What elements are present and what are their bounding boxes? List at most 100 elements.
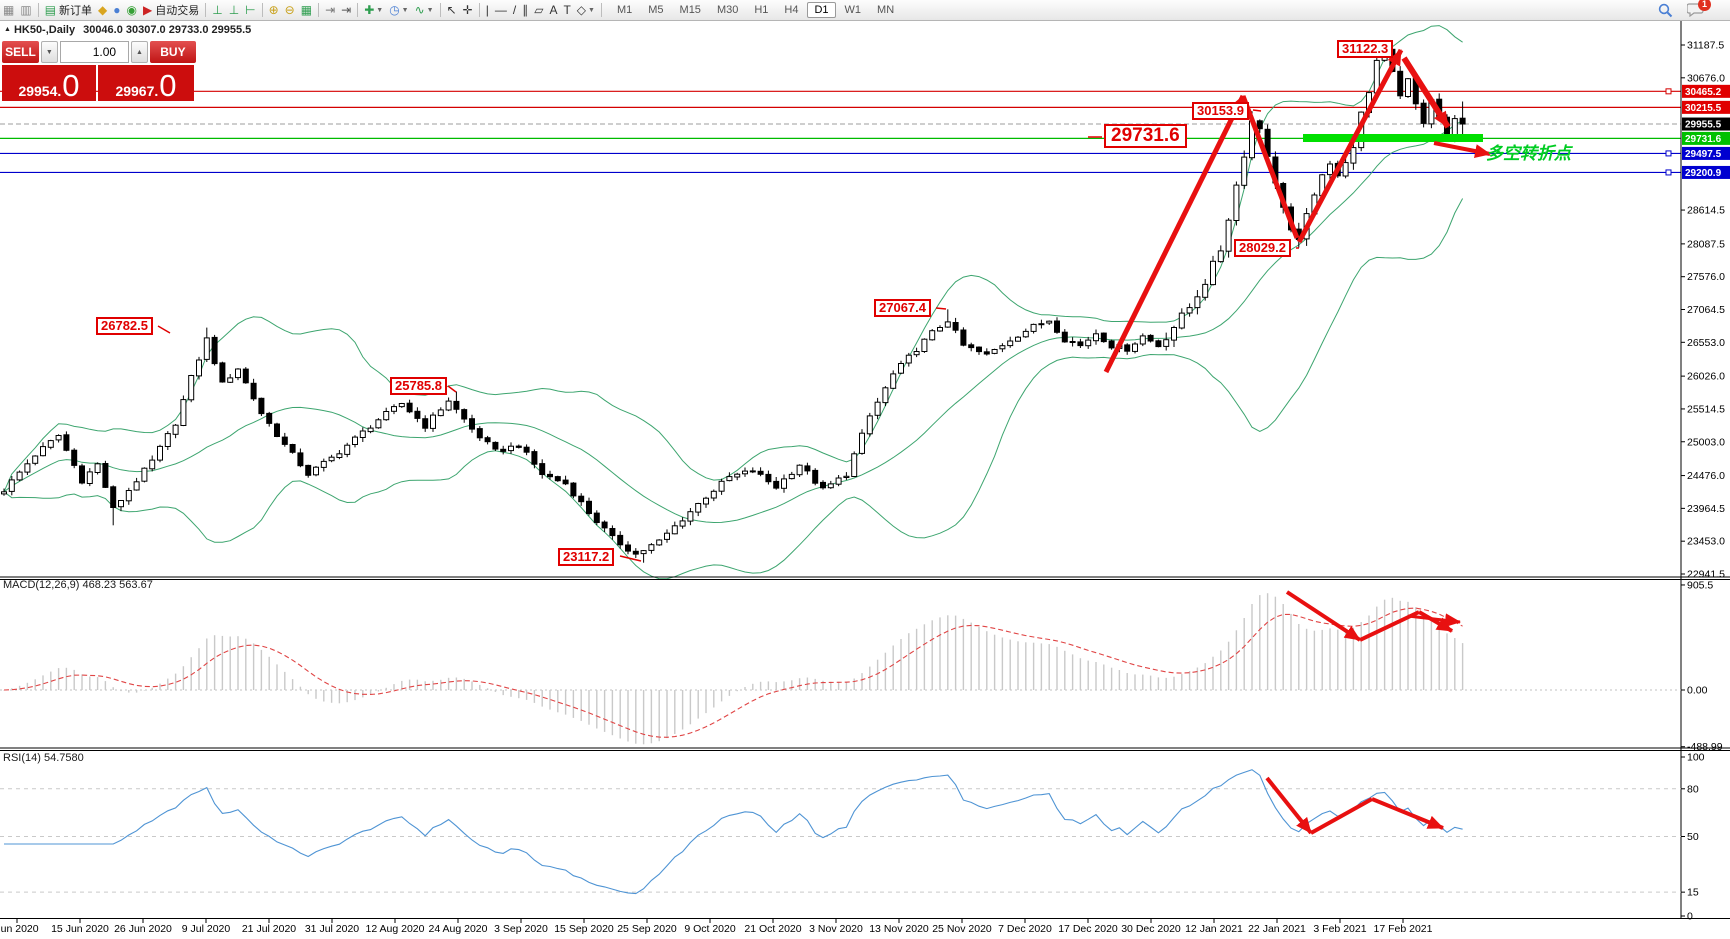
fibonacci-icon-button[interactable]: ∥ <box>519 1 531 19</box>
cursor-icon: ↖ <box>446 3 457 17</box>
price-callout[interactable]: 29731.6 <box>1104 124 1187 148</box>
accounts-icon: ● <box>113 3 121 17</box>
price-badge-29955.5 <box>1682 117 1730 131</box>
timeframe-m1[interactable]: M1 <box>616 4 633 16</box>
zoom-out-icon-button[interactable]: ⊖ <box>282 1 298 19</box>
chevron-down-icon[interactable]: ▼ <box>426 6 434 14</box>
buy-price-main: 29967 <box>115 83 155 99</box>
sell-price[interactable]: 29954. 0 <box>2 65 96 101</box>
trendline-icon-button[interactable]: / <box>510 1 519 19</box>
trend-arrow[interactable] <box>1433 141 1491 158</box>
timeframe-m15[interactable]: M15 <box>679 4 701 16</box>
rsi-panel: 100 80 50 15 0 <box>0 752 1705 923</box>
price-callout[interactable]: 28029.2 <box>1234 239 1291 257</box>
y-axis-label: 22941.5 <box>1687 569 1725 581</box>
y-axis-label: 27576.0 <box>1687 271 1725 283</box>
y-axis-label: 23964.5 <box>1687 503 1725 515</box>
line-handle[interactable] <box>1665 88 1672 95</box>
trend-arrow[interactable] <box>1401 56 1451 129</box>
price-badge-label: 29497.5 <box>1685 149 1722 160</box>
trend-arrow[interactable] <box>1296 48 1404 244</box>
support-zone-bar[interactable] <box>1303 134 1483 142</box>
template-icon-button[interactable]: ∿ ▼ <box>412 1 437 19</box>
line-handle[interactable] <box>1665 150 1672 157</box>
timeframe-m5[interactable]: M5 <box>648 4 664 16</box>
bar-chart-icon-button[interactable]: ⊥ <box>209 1 225 19</box>
volume-increase-button[interactable]: ▲ <box>131 41 148 63</box>
x-axis: Jun 2020 15 Jun 2020 26 Jun 2020 9 Jul 2020… <box>0 919 1433 935</box>
x-axis-label: 21 Oct 2020 <box>744 923 801 935</box>
candlestick-chart-icon-button[interactable]: ⊥ <box>226 1 242 19</box>
buy-button[interactable]: BUY <box>149 41 196 63</box>
text-label-icon-button[interactable]: T <box>560 1 573 19</box>
price-callout[interactable]: 30153.9 <box>1192 102 1249 120</box>
autotrading-icon-button[interactable]: ▶ 自动交易 <box>140 1 202 19</box>
trend-arrow[interactable] <box>1371 797 1444 830</box>
signals-icon-button[interactable]: ◉ <box>124 1 140 19</box>
chevron-down-icon[interactable]: ▼ <box>588 6 595 14</box>
volume-decrease-button[interactable]: ▼ <box>40 41 58 63</box>
tile-windows-icon-button[interactable]: ▦ <box>298 1 315 19</box>
volume-input[interactable]: 1.00 <box>59 41 130 63</box>
vertical-line-icon-button[interactable]: | <box>483 1 492 19</box>
chevron-down-icon[interactable]: ▼ <box>376 6 384 14</box>
shift-end-icon-button[interactable]: ⇥ <box>338 1 354 19</box>
accounts-icon-button[interactable]: ● <box>110 1 123 19</box>
buy-price[interactable]: 29967. 0 <box>98 65 194 101</box>
rsi-value: 54.7580 <box>43 752 84 764</box>
text-icon: A <box>549 3 558 17</box>
trend-arrow[interactable] <box>1310 797 1373 835</box>
vertical-line-icon: | <box>485 3 489 17</box>
y-axis-label: 24476.0 <box>1687 470 1725 482</box>
trend-arrow[interactable] <box>1265 776 1313 835</box>
horizontal-line-icon: — <box>494 3 507 17</box>
price-callout[interactable]: 27067.4 <box>874 299 931 317</box>
channel-icon-button[interactable]: ▱ <box>531 1 546 19</box>
toolbar-icons: ▦ ▥ ▤ 新订单 ◆ ● ◉ ▶ 自动交易 ⊥ ⊥ ⊢ ⊕ ⊖ ▦ ⇥ ⇥ ✚ ▼ ◷ ▼ ∿ ▼ ↖ ✛ | — / ∥ ▱ A T ◇ ▼ <box>0 1 605 19</box>
rsi-axis-label: 100 <box>1687 752 1705 764</box>
trend-arrow[interactable] <box>1285 590 1362 642</box>
trend-arrow[interactable] <box>1240 95 1300 239</box>
timeframe-h1[interactable]: H1 <box>754 4 769 16</box>
price-callout[interactable]: 23117.2 <box>558 548 615 566</box>
timeframe-mn[interactable]: MN <box>877 4 895 16</box>
x-axis-label: 13 Nov 2020 <box>869 923 929 935</box>
support-zone-label[interactable]: 多空转折点 <box>1486 144 1571 163</box>
bollinger-lower <box>3 198 1464 580</box>
trend-arrow[interactable] <box>1407 613 1461 628</box>
timeframe-m30[interactable]: M30 <box>716 4 739 16</box>
cursor-icon-button[interactable]: ↖ <box>444 1 460 19</box>
profiles-icon-button[interactable]: ▥ <box>17 1 34 19</box>
trend-arrow[interactable] <box>1103 94 1246 374</box>
price-callout[interactable]: 31122.3 <box>1337 40 1394 58</box>
toolbar-separator <box>261 3 263 17</box>
macd-axis-label: 905.5 <box>1687 579 1713 591</box>
arrows-icon-button[interactable]: ◇ ▼ <box>574 1 598 19</box>
open-chart-icon-button[interactable]: ▦ <box>0 1 17 19</box>
add-indicator-icon-button[interactable]: ✚ ▼ <box>361 1 386 19</box>
notifications-icon[interactable]: 1 <box>1687 0 1711 17</box>
horizontal-line-icon-button[interactable]: — <box>492 1 510 19</box>
text-icon-button[interactable]: A <box>546 1 560 19</box>
shift-chart-icon-button[interactable]: ⇥ <box>322 1 338 19</box>
chevron-down-icon[interactable]: ▼ <box>401 6 409 14</box>
timeframe-h4[interactable]: H4 <box>784 4 799 16</box>
sell-button[interactable]: SELL <box>2 41 39 63</box>
line-chart-icon-button[interactable]: ⊢ <box>242 1 258 19</box>
y-axis-label: 31187.5 <box>1687 40 1724 52</box>
new-order-icon-button[interactable]: ▤ 新订单 <box>42 1 95 19</box>
crosshair-icon-button[interactable]: ✛ <box>460 1 476 19</box>
timeframe-w1[interactable]: W1 <box>844 4 862 16</box>
timeframe-d1[interactable]: D1 <box>807 2 836 18</box>
cleanup-icon-button[interactable]: ◆ <box>95 1 110 19</box>
zoom-in-icon-button[interactable]: ⊕ <box>266 1 282 19</box>
trend-arrow[interactable] <box>1418 610 1453 633</box>
price-callout[interactable]: 26782.5 <box>96 317 153 335</box>
search-icon[interactable] <box>1658 3 1673 18</box>
toolbar-separator <box>600 3 602 17</box>
period-selector-icon-button[interactable]: ◷ ▼ <box>386 1 411 19</box>
price-callout[interactable]: 25785.8 <box>390 377 447 395</box>
line-handle[interactable] <box>1665 169 1672 176</box>
